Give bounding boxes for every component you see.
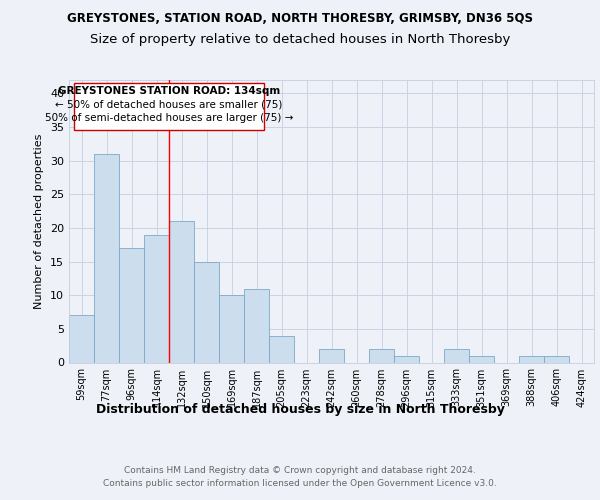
Text: GREYSTONES STATION ROAD: 134sqm: GREYSTONES STATION ROAD: 134sqm <box>58 86 280 96</box>
Bar <box>369 349 394 362</box>
Text: GREYSTONES, STATION ROAD, NORTH THORESBY, GRIMSBY, DN36 5QS: GREYSTONES, STATION ROAD, NORTH THORESBY… <box>67 12 533 26</box>
Bar <box>394 356 419 362</box>
Text: 50% of semi-detached houses are larger (75) →: 50% of semi-detached houses are larger (… <box>45 113 293 123</box>
FancyBboxPatch shape <box>74 84 264 130</box>
Text: Size of property relative to detached houses in North Thoresby: Size of property relative to detached ho… <box>90 32 510 46</box>
Text: Distribution of detached houses by size in North Thoresby: Distribution of detached houses by size … <box>95 402 505 415</box>
Text: ← 50% of detached houses are smaller (75): ← 50% of detached houses are smaller (75… <box>55 100 283 110</box>
Bar <box>544 356 569 362</box>
Bar <box>194 262 219 362</box>
Bar <box>469 356 494 362</box>
Bar <box>169 221 194 362</box>
Bar <box>519 356 544 362</box>
Text: Contains HM Land Registry data © Crown copyright and database right 2024.: Contains HM Land Registry data © Crown c… <box>124 466 476 475</box>
Bar <box>219 295 244 362</box>
Bar <box>94 154 119 362</box>
Bar <box>269 336 294 362</box>
Bar <box>69 316 94 362</box>
Y-axis label: Number of detached properties: Number of detached properties <box>34 134 44 309</box>
Bar <box>444 349 469 362</box>
Text: Contains public sector information licensed under the Open Government Licence v3: Contains public sector information licen… <box>103 479 497 488</box>
Bar <box>119 248 144 362</box>
Bar <box>144 234 169 362</box>
Bar <box>319 349 344 362</box>
Bar <box>244 288 269 362</box>
